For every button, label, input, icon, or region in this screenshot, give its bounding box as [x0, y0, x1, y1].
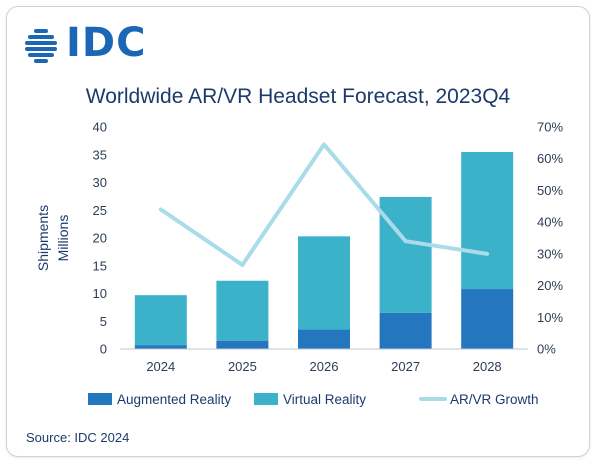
chart-title: Worldwide AR/VR Headset Forecast, 2023Q4: [85, 85, 511, 108]
y2-tick-label: 20%: [537, 278, 563, 293]
y-tick-label: 35: [93, 147, 107, 162]
y-tick-label: 0: [100, 342, 107, 357]
legend: Augmented Reality Virtual Reality AR/VR Gr…: [88, 392, 539, 407]
bar-augmented-reality: [216, 340, 269, 349]
x-tick-label: 2028: [473, 359, 502, 374]
source-note: Source: IDC 2024: [26, 430, 130, 445]
y2-tick-label: 70%: [537, 120, 563, 135]
bar-augmented-reality: [379, 312, 432, 349]
y-tick-label: 5: [100, 314, 107, 329]
x-tick-label: 2026: [310, 359, 339, 374]
y-tick-label: 20: [93, 231, 107, 246]
growth-line-group: [158, 142, 490, 267]
bar-virtual-reality: [461, 151, 514, 290]
bar-augmented-reality: [461, 289, 514, 349]
x-tick-label: 2024: [146, 359, 175, 374]
legend-label: Augmented Reality: [117, 392, 231, 407]
y2-tick-label: 30%: [537, 246, 563, 261]
y-tick-label: 25: [93, 203, 107, 218]
y2-tick-label: 0%: [537, 342, 556, 357]
x-tick-label: 2027: [391, 359, 420, 374]
x-tick-label: 2025: [228, 359, 257, 374]
x-axis-ticks: 2024 2025 2026 2027 2028: [146, 359, 501, 374]
y-axis-title-line: Shipments: [35, 205, 51, 271]
y-tick-label: 10: [93, 286, 107, 301]
bar-virtual-reality: [216, 280, 269, 341]
bar-augmented-reality: [134, 345, 187, 349]
bar-virtual-reality: [298, 236, 350, 330]
y-tick-label: 15: [93, 258, 107, 273]
y2-axis-ticks: 0% 10% 20% 30% 40% 50% 60% 70%: [537, 120, 563, 357]
y2-tick-label: 60%: [537, 151, 563, 166]
y2-tick-label: 10%: [537, 310, 563, 325]
y-axis-title: Shipments Millions: [35, 205, 71, 271]
y-tick-label: 30: [93, 175, 107, 190]
idc-logo-text: IDC: [66, 20, 147, 66]
growth-line: [158, 142, 490, 267]
idc-logo-globe-icon: [25, 29, 57, 63]
bar-virtual-reality: [379, 196, 432, 313]
y-axis-ticks: 0 5 10 15 20 25 30 35 40: [93, 120, 107, 357]
y2-tick-label: 50%: [537, 183, 563, 198]
legend-label: AR/VR Growth: [450, 392, 539, 407]
legend-swatch: [254, 393, 278, 405]
bar-augmented-reality: [298, 329, 350, 349]
y-axis-title-line: Millions: [55, 215, 71, 262]
legend-swatch: [88, 393, 112, 405]
bars: [134, 151, 514, 349]
y2-tick-label: 40%: [537, 215, 563, 230]
y-tick-label: 40: [93, 120, 107, 135]
bar-virtual-reality: [134, 295, 187, 346]
legend-label: Virtual Reality: [283, 392, 366, 407]
